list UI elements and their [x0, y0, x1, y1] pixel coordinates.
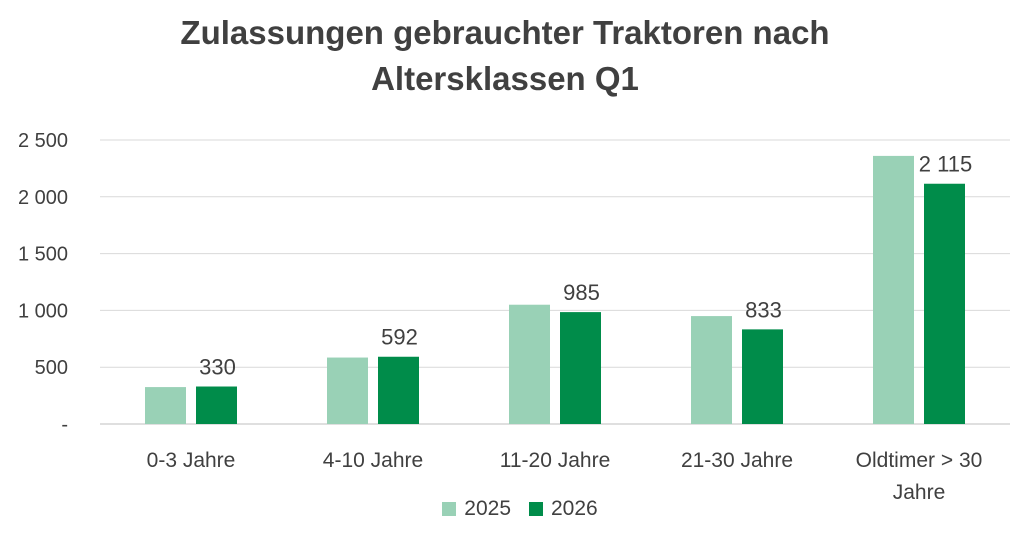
bar-2026	[560, 312, 601, 424]
data-label: 330	[199, 355, 236, 380]
bar-2025	[145, 387, 186, 424]
bar-2025	[509, 304, 550, 424]
y-tick-label: 1 500	[18, 244, 68, 266]
legend: 2025 2026	[0, 497, 1030, 521]
y-tick-label: 1 000	[18, 300, 68, 322]
x-category-label: 4-10 Jahre	[323, 449, 423, 472]
x-category-label: 11-20 Jahre	[500, 449, 611, 472]
gridlines	[100, 139, 1010, 425]
legend-label-2026: 2026	[551, 497, 598, 520]
x-category-label: 21-30 Jahre	[681, 449, 793, 472]
y-tick-label: 2 000	[18, 187, 68, 209]
data-label: 2 115	[919, 152, 972, 177]
data-label: 985	[563, 280, 600, 305]
chart-title-line-1: Zulassungen gebrauchter Traktoren nach	[180, 14, 830, 51]
y-tick-label: 500	[35, 357, 68, 379]
x-category-label: 0-3 Jahre	[147, 449, 236, 472]
bar-2026	[742, 329, 783, 424]
data-label: 833	[745, 297, 782, 322]
bar-2026	[378, 356, 419, 424]
legend-item-2026: 2026	[529, 497, 598, 521]
bars	[145, 155, 965, 425]
legend-swatch-2025	[442, 502, 457, 516]
legend-label-2025: 2025	[464, 497, 511, 520]
data-labels: 330 592 985 833 2 115	[199, 152, 972, 380]
y-tick-label: 2 500	[18, 130, 68, 152]
bar-2025	[327, 357, 368, 424]
bar-2026	[196, 386, 237, 424]
legend-item-2025: 2025	[442, 497, 511, 521]
bar-2026	[924, 183, 965, 424]
y-axis-ticks: - 500 1 000 1 500 2 000 2 500	[18, 130, 68, 436]
bar-2025	[691, 316, 732, 424]
y-tick-label: -	[61, 414, 68, 436]
chart-title-line-2: Altersklassen Q1	[371, 60, 639, 97]
x-axis-categories: 0-3 Jahre 4-10 Jahre 11-20 Jahre 21-30 Jahr…	[147, 449, 983, 504]
legend-swatch-2026	[529, 502, 543, 516]
data-label: 592	[381, 325, 418, 350]
x-category-label: Oldtimer > 30	[856, 449, 983, 472]
chart-title: Zulassungen gebrauchter Traktoren nach A…	[0, 10, 1010, 102]
bar-2025	[873, 155, 914, 425]
x-category-label: Jahre	[893, 481, 946, 504]
